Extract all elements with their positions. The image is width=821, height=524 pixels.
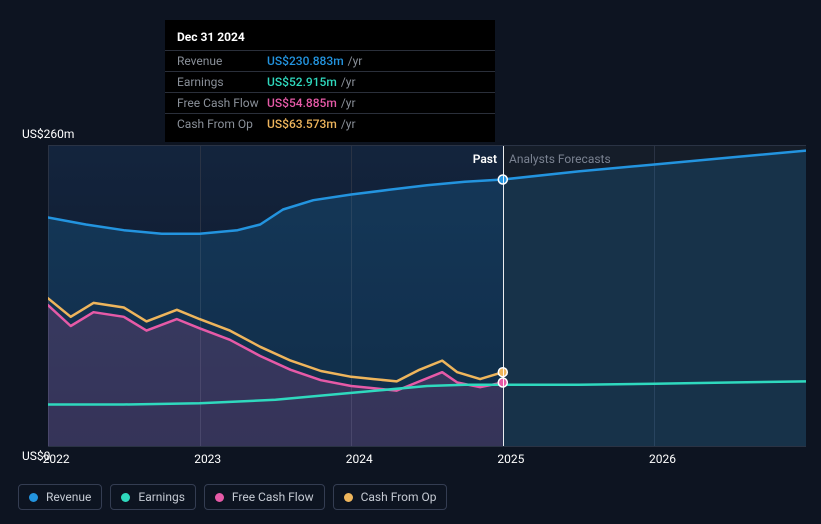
chart-container: Dec 31 2024 RevenueUS$230.883m/yrEarning… — [0, 0, 821, 524]
plot-area[interactable]: Past Analysts Forecasts — [48, 145, 806, 447]
x-tick-label: 2025 — [497, 452, 524, 466]
tooltip-label: Cash From Op — [177, 117, 267, 131]
tooltip-date: Dec 31 2024 — [165, 28, 495, 50]
tooltip-row: RevenueUS$230.883m/yr — [165, 50, 495, 71]
tooltip-unit: /yr — [348, 54, 363, 68]
legend-label: Free Cash Flow — [232, 490, 314, 504]
chart-stage: US$260m US$0 Past Analysts Forecasts — [18, 145, 806, 445]
legend-swatch-icon — [344, 493, 353, 502]
legend-label: Earnings — [138, 490, 185, 504]
x-tick-label: 2026 — [649, 452, 676, 466]
tooltip-label: Revenue — [177, 54, 267, 68]
tooltip-unit: /yr — [341, 96, 356, 110]
legend-swatch-icon — [29, 493, 38, 502]
x-tick-label: 2023 — [194, 452, 221, 466]
tooltip-unit: /yr — [341, 117, 356, 131]
chart-tooltip: Dec 31 2024 RevenueUS$230.883m/yrEarning… — [165, 20, 495, 142]
analysts-forecast-label: Analysts Forecasts — [509, 152, 611, 166]
x-tick-label: 2022 — [43, 452, 70, 466]
x-tick-label: 2024 — [346, 452, 373, 466]
tooltip-value: US$52.915m — [267, 75, 337, 89]
x-axis: 20222023202420252026 — [48, 452, 806, 472]
legend-item-free-cash-flow[interactable]: Free Cash Flow — [204, 484, 325, 510]
tooltip-row: EarningsUS$52.915m/yr — [165, 71, 495, 92]
y-axis-max: US$260m — [22, 127, 74, 141]
tooltip-value: US$63.573m — [267, 117, 337, 131]
past-future-divider — [503, 146, 504, 446]
chart-svg — [48, 146, 806, 446]
legend-swatch-icon — [215, 493, 224, 502]
legend-item-cash-from-op[interactable]: Cash From Op — [333, 484, 448, 510]
past-label: Past — [473, 152, 497, 166]
tooltip-label: Earnings — [177, 75, 267, 89]
legend-label: Cash From Op — [361, 490, 437, 504]
tooltip-label: Free Cash Flow — [177, 96, 267, 110]
tooltip-row: Cash From OpUS$63.573m/yr — [165, 113, 495, 134]
legend-swatch-icon — [121, 493, 130, 502]
legend-item-revenue[interactable]: Revenue — [18, 484, 102, 510]
legend-item-earnings[interactable]: Earnings — [110, 484, 196, 510]
legend-label: Revenue — [46, 490, 91, 504]
chart-legend: Revenue Earnings Free Cash Flow Cash From O… — [18, 484, 447, 510]
tooltip-value: US$54.885m — [267, 96, 337, 110]
tooltip-unit: /yr — [341, 75, 356, 89]
tooltip-row: Free Cash FlowUS$54.885m/yr — [165, 92, 495, 113]
tooltip-value: US$230.883m — [267, 54, 344, 68]
